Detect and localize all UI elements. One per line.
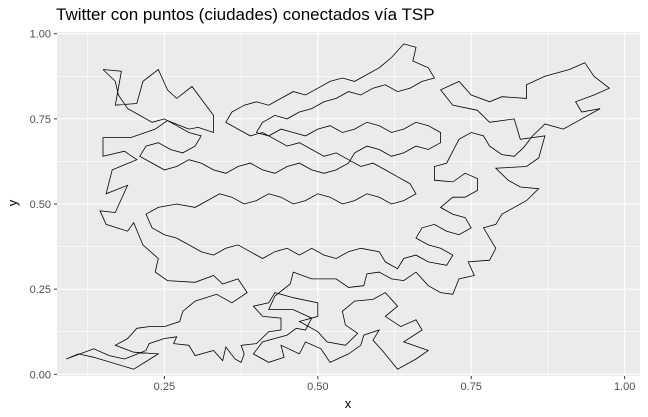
y-axis-label: y — [5, 199, 20, 206]
y-tick-label: 0.50 — [30, 199, 51, 211]
x-tick-label: 1.00 — [614, 381, 635, 393]
chart-title: Twitter con puntos (ciudades) conectados… — [56, 5, 435, 24]
series-layer — [66, 43, 611, 370]
x-tick-label: 0.50 — [307, 381, 328, 393]
y-tick-label: 0.00 — [30, 369, 51, 381]
x-tick-label: 0.75 — [461, 381, 482, 393]
x-axis-label: x — [345, 396, 352, 411]
x-axis: 0.25 0.50 0.75 1.00 — [154, 376, 635, 393]
major-gridlines — [57, 32, 640, 376]
y-tick-label: 0.75 — [30, 114, 51, 126]
x-tick-label: 0.25 — [154, 381, 175, 393]
y-tick-label: 0.25 — [30, 284, 51, 296]
tsp-route-line — [66, 43, 611, 370]
y-axis: 0.00 0.25 0.50 0.75 1.00 — [30, 29, 57, 381]
y-tick-label: 1.00 — [30, 29, 51, 41]
